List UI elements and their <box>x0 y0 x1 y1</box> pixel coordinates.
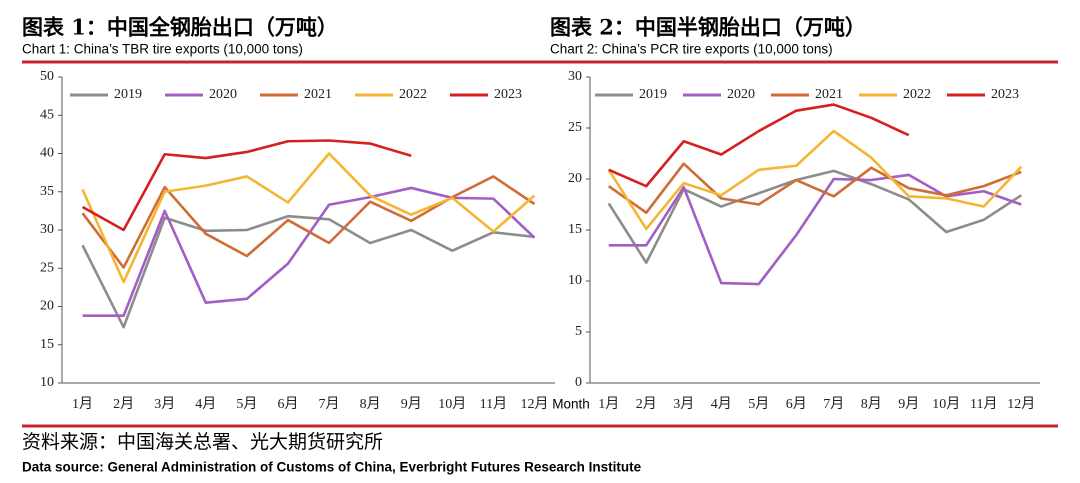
x-tick-label: 5月 <box>236 396 257 412</box>
y-tick-label: 15 <box>40 337 54 352</box>
series-line <box>608 103 910 188</box>
legend-label: 2020 <box>727 87 755 102</box>
x-tick-label: 8月 <box>861 396 882 412</box>
x-tick-label: 6月 <box>786 396 807 412</box>
chart-subtitle: Chart 2: China’s PCR tire exports (10,00… <box>550 42 833 57</box>
legend-label: 2019 <box>114 87 142 102</box>
y-tick-label: 45 <box>40 107 54 122</box>
x-tick-label: 12月 <box>520 396 548 412</box>
x-tick-label: 10月 <box>932 396 960 412</box>
y-tick-label: 30 <box>568 69 582 84</box>
x-tick-label: 2月 <box>113 396 134 412</box>
y-tick-label: 20 <box>40 299 54 314</box>
x-tick-label: 8月 <box>360 396 381 412</box>
x-tick-label: 5月 <box>748 396 769 412</box>
x-tick-label: 11月 <box>970 396 997 412</box>
chart-title: 图表 2：中国半钢胎出口（万吨） <box>550 15 866 40</box>
series-line <box>607 129 1023 231</box>
series-line <box>81 139 412 232</box>
y-tick-label: 25 <box>40 260 54 275</box>
series-line <box>607 169 1022 264</box>
x-axis-label: Month <box>552 397 590 412</box>
y-tick-label: 40 <box>40 146 54 161</box>
x-tick-label: 12月 <box>1007 396 1035 412</box>
x-tick-label: 2月 <box>636 396 657 412</box>
legend-label: 2022 <box>399 87 427 102</box>
series-line <box>607 162 1022 214</box>
y-tick-label: 15 <box>568 222 582 237</box>
source-title: 资料来源：中国海关总署、光大期货研究所 <box>22 431 383 453</box>
x-tick-label: 6月 <box>277 396 298 412</box>
series-line <box>81 175 536 269</box>
series-line <box>82 186 536 317</box>
legend-label: 2020 <box>209 87 237 102</box>
source-subtitle: Data source: General Administration of C… <box>22 460 642 475</box>
y-tick-label: 30 <box>40 222 54 237</box>
x-tick-label: 10月 <box>438 396 466 412</box>
x-tick-label: 1月 <box>598 396 619 412</box>
x-tick-label: 4月 <box>195 396 216 412</box>
x-tick-label: 7月 <box>319 396 340 412</box>
series-line <box>608 173 1022 286</box>
x-tick-label: 1月 <box>72 396 93 412</box>
y-tick-label: 25 <box>568 120 582 135</box>
x-tick-label: 9月 <box>401 396 422 412</box>
y-tick-label: 5 <box>575 324 582 339</box>
legend-label: 2021 <box>815 87 843 102</box>
y-tick-label: 50 <box>40 69 54 84</box>
y-tick-label: 0 <box>575 375 582 390</box>
x-tick-label: 9月 <box>898 396 919 412</box>
x-tick-label: 4月 <box>711 396 732 412</box>
legend-label: 2021 <box>304 87 332 102</box>
legend-label: 2023 <box>494 87 522 102</box>
series-line <box>81 152 536 284</box>
y-tick-label: 35 <box>40 184 54 199</box>
x-tick-label: 3月 <box>154 396 175 412</box>
chart-subtitle: Chart 1: China’s TBR tire exports (10,00… <box>22 42 303 57</box>
y-tick-label: 10 <box>40 375 54 390</box>
chart-title: 图表 1：中国全钢胎出口（万吨） <box>22 15 338 40</box>
y-tick-label: 20 <box>568 171 582 186</box>
y-tick-label: 10 <box>568 273 582 288</box>
legend-label: 2022 <box>903 87 931 102</box>
series-line <box>81 214 535 329</box>
x-tick-label: 11月 <box>480 396 507 412</box>
legend-label: 2023 <box>991 87 1019 102</box>
x-tick-label: 7月 <box>823 396 844 412</box>
x-tick-label: 3月 <box>673 396 694 412</box>
legend-label: 2019 <box>639 87 667 102</box>
